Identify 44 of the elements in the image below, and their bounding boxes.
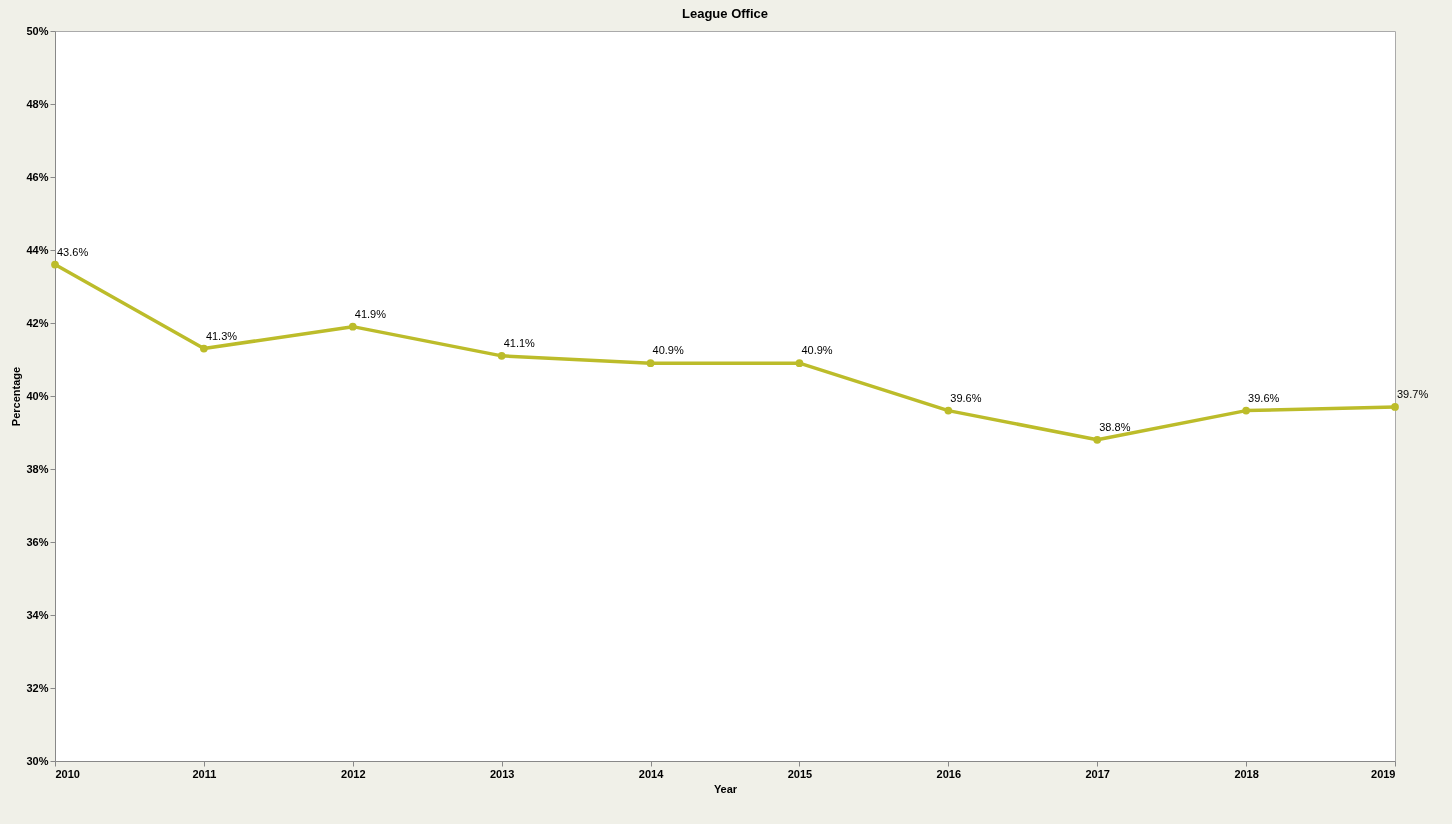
text: 40.9% xyxy=(801,344,833,357)
x-tick-label: 2012 xyxy=(341,767,366,780)
point xyxy=(200,344,208,353)
x-tick-label: 2017 xyxy=(1085,767,1110,780)
text: 41.3% xyxy=(205,329,238,342)
y-tick-label: 50% xyxy=(26,24,49,37)
text: 39.7% xyxy=(1397,387,1429,400)
x-tick-label: 2019 xyxy=(1371,767,1396,780)
text: 40.9% xyxy=(652,344,684,357)
chart-title: League Office xyxy=(682,6,768,21)
y-tick-label: 36% xyxy=(26,535,49,548)
point xyxy=(1242,406,1250,415)
x-tick-label: 2014 xyxy=(638,767,665,780)
text: 43.6% xyxy=(57,245,89,258)
point xyxy=(51,260,59,269)
point xyxy=(944,406,953,415)
text: 39.6% xyxy=(1248,391,1280,404)
y-tick-label: 40% xyxy=(26,389,49,402)
y-tick-label: 34% xyxy=(26,608,49,621)
y-tick-label: 42% xyxy=(26,316,49,329)
point xyxy=(497,351,506,360)
point xyxy=(1093,435,1102,444)
text: 38.8% xyxy=(1099,420,1131,433)
x-tick-label: 2010 xyxy=(55,767,80,780)
x-tick-label: 2018 xyxy=(1234,767,1259,780)
y-axis-title: Percentage xyxy=(10,366,23,427)
y-tick-label: 30% xyxy=(26,754,49,767)
point xyxy=(1391,403,1399,411)
text: 41.1% xyxy=(503,336,535,349)
point xyxy=(795,359,804,368)
x-tick-label: 2011 xyxy=(192,767,217,780)
x-axis-title: Year xyxy=(713,782,738,795)
y-tick-label: 46% xyxy=(26,170,49,183)
y-tick-label: 44% xyxy=(26,243,49,256)
text: 41.9% xyxy=(354,307,386,320)
x-tick-label: 2013 xyxy=(489,767,515,780)
x-tick-label: 2016 xyxy=(936,767,962,780)
text: 39.6% xyxy=(950,391,982,404)
point xyxy=(348,322,357,331)
y-tick-label: 38% xyxy=(26,462,49,475)
y-tick-label: 32% xyxy=(26,681,49,694)
point xyxy=(646,359,655,368)
x-tick-label: 2015 xyxy=(787,767,813,780)
y-tick-label: 48% xyxy=(26,97,49,110)
